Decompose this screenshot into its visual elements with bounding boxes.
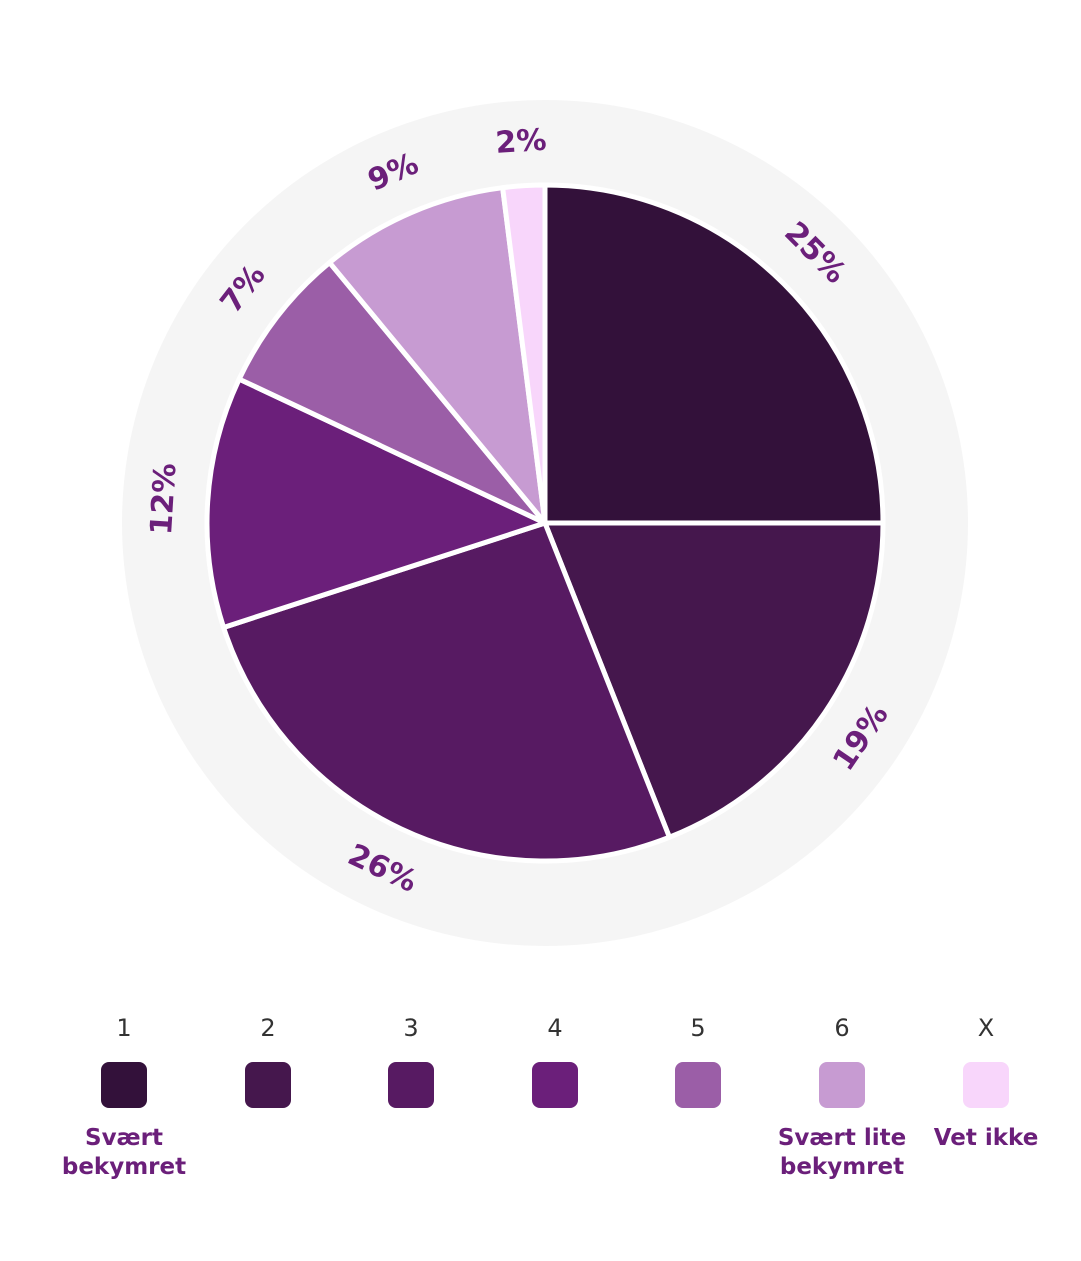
legend-item-1: 1 Svært bekymret (34, 1010, 214, 1182)
legend-item-5: 5 (608, 1010, 788, 1124)
pie-slice-4 (204, 376, 548, 630)
legend-swatch (963, 1062, 1009, 1108)
legend-label: Svært lite bekymret (777, 1125, 907, 1180)
pie-slice-6 (327, 185, 548, 526)
legend-number: 5 (690, 1014, 706, 1042)
pie-slice-3 (221, 520, 672, 864)
legend-item-3: 3 (321, 1010, 501, 1124)
legend-number: X (977, 1014, 995, 1042)
legend-label: Svært bekymret (61, 1125, 187, 1180)
legend-number: 2 (260, 1014, 276, 1042)
legend-number: 6 (834, 1014, 850, 1042)
legend-item-6: 6 Svært lite bekymret (752, 1010, 932, 1182)
pie-slice-1 (542, 182, 886, 526)
legend-label: Vet ikke (933, 1125, 1039, 1151)
pie-slice-2 (542, 520, 886, 840)
legend: 1 Svært bekymret 2 3 4 5 6 Svært lite be… (0, 1010, 1081, 1210)
pie-value-label: 12% (144, 462, 183, 536)
legend-swatch (388, 1062, 434, 1108)
pie-chart: 25%19%26%12%7%9%2% (144, 122, 896, 900)
pie-slice-x (500, 182, 548, 526)
legend-swatch (675, 1062, 721, 1108)
legend-item-2: 2 (178, 1010, 358, 1124)
legend-swatch (245, 1062, 291, 1108)
legend-number: 4 (547, 1014, 563, 1042)
legend-item-x: X Vet ikke (896, 1010, 1076, 1153)
pie-slice-5 (236, 260, 548, 526)
legend-number: 1 (116, 1014, 132, 1042)
pie-value-label: 2% (494, 123, 547, 161)
legend-swatch (101, 1062, 147, 1108)
legend-swatch (532, 1062, 578, 1108)
legend-number: 3 (403, 1014, 419, 1042)
legend-item-4: 4 (465, 1010, 645, 1124)
legend-swatch (819, 1062, 865, 1108)
